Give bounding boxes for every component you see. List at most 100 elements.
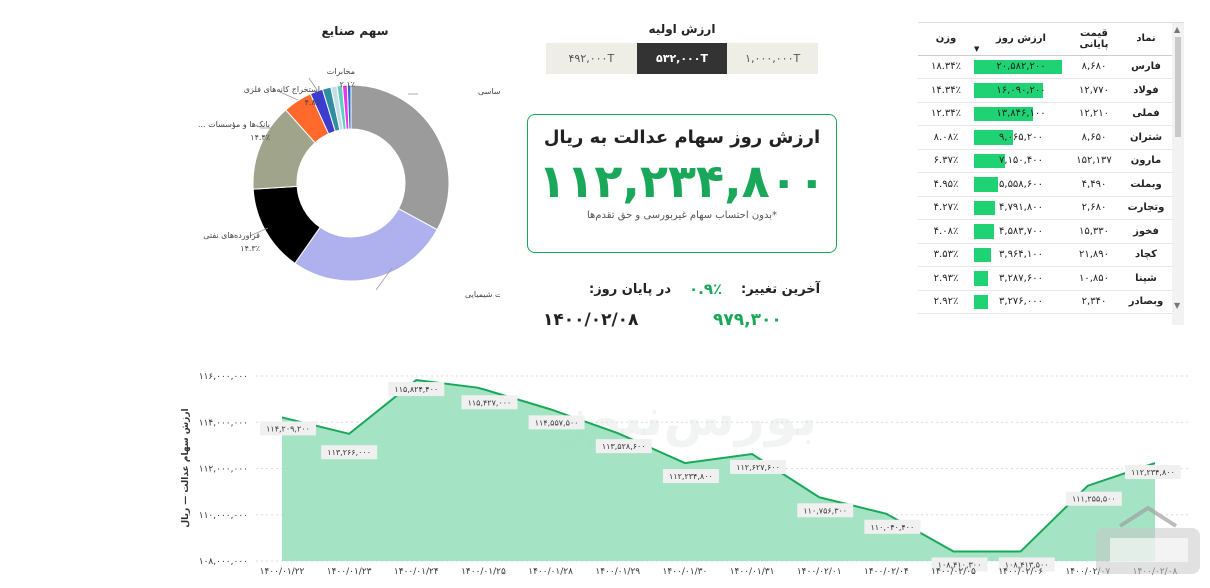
cell-final-price: ۱۵,۳۳۰ bbox=[1068, 219, 1120, 244]
pie-slice[interactable] bbox=[346, 84, 352, 130]
initial-value-title: ارزش اولیه bbox=[648, 22, 716, 36]
table-row[interactable]: کچاد ۲۱,۸۹۰ ۳,۹۶۴,۱۰۰ ۳.۵۳٪ bbox=[918, 243, 1172, 267]
data-label-text: ۱۰۸,۴۱۳,۵۰۰ bbox=[1005, 560, 1049, 569]
initial-value-options: ۴۹۲,۰۰۰T ۵۳۲,۰۰۰T ۱,۰۰۰,۰۰۰T bbox=[546, 43, 819, 74]
value-bar bbox=[974, 177, 998, 192]
header-weight[interactable]: وزن bbox=[918, 23, 974, 56]
cell-final-price: ۲۱,۸۹۰ bbox=[1068, 243, 1120, 267]
cell-final-price: ۴,۴۹۰ bbox=[1068, 172, 1120, 197]
cell-final-price: ۸,۶۸۰ bbox=[1068, 55, 1120, 79]
data-label-box bbox=[864, 519, 921, 534]
industry-pie-chart: ۳۲.۹٪ فلزات اساسی ۲۶.۸٪ محصولات شیمیایی فر… bbox=[198, 67, 500, 299]
table-row[interactable]: فولاد ۱۲,۷۷۰ ۱۶,۰۹۰,۲۰۰ ۱۴.۳۴٪ bbox=[918, 78, 1172, 103]
value-bar bbox=[974, 200, 995, 215]
cell-final-price: ۲,۳۴۰ bbox=[1068, 290, 1120, 314]
cell-final-price: ۱۲,۲۱۰ bbox=[1068, 102, 1120, 126]
cell-weight: ۲.۹۳٪ bbox=[918, 266, 974, 291]
cell-symbol: فخوز bbox=[1120, 219, 1172, 244]
data-label: ۱۱۲,۲۳۴,۸۰۰ bbox=[662, 469, 719, 484]
header-day-value[interactable]: ارزش روز ▼ bbox=[974, 23, 1068, 56]
cell-weight: ۲.۹۲٪ bbox=[918, 290, 974, 314]
scroll-down-icon[interactable]: ▼ bbox=[1174, 301, 1181, 310]
data-label: ۱۱۰,۰۴۰,۴۰۰ bbox=[864, 519, 921, 534]
pie-slice[interactable] bbox=[294, 208, 438, 282]
value-text: ۵,۵۵۸,۶۰۰ bbox=[999, 178, 1043, 190]
y-tick-label: ۱۰۸,۰۰۰,۰۰۰ bbox=[199, 557, 248, 567]
data-label-text: ۱۱۳,۵۲۸,۶۰۰ bbox=[602, 442, 646, 451]
industry-share-panel: ۳۲.۹٪ فلزات اساسی ۲۶.۸٪ محصولات شیمیایی فر… bbox=[180, 18, 500, 318]
value-text: ۹,۰۶۵,۲۰۰ bbox=[999, 131, 1043, 143]
data-label: ۱۱۳,۲۶۶,۰۰۰ bbox=[321, 445, 378, 460]
table-row[interactable]: وتجارت ۲,۶۸۰ ۴,۷۹۱,۸۰۰ ۴.۲۷٪ bbox=[918, 196, 1172, 220]
data-label-box bbox=[1125, 465, 1181, 480]
saed-news-logo bbox=[1096, 505, 1200, 574]
header-final-price[interactable]: قیمت پایانی bbox=[1068, 23, 1120, 56]
data-label: ۱۰۸,۴۱۳,۵۰۰ bbox=[998, 557, 1055, 572]
value-history-chart: ۱۰۸,۰۰۰,۰۰۰ ۱۱۰,۰۰۰,۰۰۰ ۱۱۲,۰۰۰,۰۰۰ ۱۱۴,۰۰۰… bbox=[181, 372, 1190, 577]
value-bar bbox=[974, 130, 1013, 145]
pie-slice-percent: ۱۴.۳٪ bbox=[240, 244, 260, 253]
table-scrollbar[interactable]: ▲ ▼ bbox=[1172, 23, 1184, 325]
x-tick-label: ۱۴۰۰/۰۱/۲۴ bbox=[394, 567, 439, 577]
data-label-box bbox=[662, 469, 719, 484]
last-change-label: آخرین تغییر: bbox=[741, 282, 821, 297]
table-row[interactable]: وبملت ۴,۴۹۰ ۵,۵۵۸,۶۰۰ ۴.۹۵٪ bbox=[918, 172, 1172, 197]
x-tick-label: ۱۴۰۰/۰۱/۲۹ bbox=[595, 567, 640, 577]
pie-slice-label: ۲۶.۸٪ محصولات شیمیایی bbox=[465, 290, 500, 299]
initial-option-532[interactable]: ۵۳۲,۰۰۰T bbox=[636, 43, 728, 74]
data-label-box bbox=[998, 557, 1055, 572]
cell-weight: ۴.۲۷٪ bbox=[918, 196, 974, 220]
data-label: ۱۰۸,۴۱۰,۳۰۰ bbox=[931, 557, 988, 572]
data-label-box bbox=[528, 415, 585, 430]
data-label: ۱۱۵,۸۲۴,۴۰۰ bbox=[388, 382, 445, 397]
cell-symbol: مارون bbox=[1120, 149, 1172, 173]
pie-slice-label: مخابرات bbox=[327, 67, 355, 76]
initial-option-492[interactable]: ۴۹۲,۰۰۰T bbox=[546, 43, 637, 74]
table-row[interactable]: وبصادر ۲,۳۴۰ ۳,۲۷۶,۰۰۰ ۲.۹۲٪ bbox=[918, 290, 1172, 314]
data-label-text: ۱۱۱,۲۵۵,۵۰۰ bbox=[1072, 495, 1116, 504]
value-text: ۲۰,۵۸۲,۲۰۰ bbox=[996, 61, 1046, 73]
value-bar bbox=[974, 59, 1063, 74]
value-text: ۴,۵۸۳,۷۰۰ bbox=[999, 225, 1043, 237]
x-tick-label: ۱۴۰۰/۰۱/۲۵ bbox=[461, 567, 506, 577]
sort-desc-icon: ▼ bbox=[974, 44, 980, 53]
x-tick-label: ۱۴۰۰/۰۱/۲۲ bbox=[260, 567, 305, 577]
cell-symbol: شپنا bbox=[1120, 266, 1172, 291]
cell-day-value: ۱۳,۸۴۶,۱۰۰ bbox=[974, 102, 1068, 126]
initial-option-1000[interactable]: ۱,۰۰۰,۰۰۰T bbox=[727, 43, 819, 74]
data-label-box bbox=[260, 421, 316, 436]
data-label-box bbox=[797, 503, 854, 518]
value-text: ۴,۷۹۱,۸۰۰ bbox=[999, 202, 1043, 214]
last-change-panel: آخرین تغییر: ۰.۹٪ در پایان روز: ۹۷۹,۳۰۰ … bbox=[527, 280, 837, 340]
data-label-text: ۱۱۴,۲۰۹,۲۰۰ bbox=[266, 424, 310, 433]
cell-symbol: وبصادر bbox=[1120, 290, 1172, 314]
end-of-day-label: در پایان روز: bbox=[589, 282, 672, 297]
y-tick-label: ۱۱۲,۰۰۰,۰۰۰ bbox=[199, 465, 248, 475]
table-row[interactable]: مارون ۱۵۲,۱۳۷ ۷,۱۵۰,۴۰۰ ۶.۳۷٪ bbox=[918, 149, 1172, 173]
cell-symbol: فملی bbox=[1120, 102, 1172, 126]
cell-final-price: ۱۵۲,۱۳۷ bbox=[1068, 149, 1120, 173]
x-tick-label: ۱۴۰۰/۰۲/۰۴ bbox=[864, 567, 909, 577]
scroll-up-icon[interactable]: ▲ bbox=[1174, 25, 1181, 34]
x-tick-label: ۱۴۰۰/۰۲/۰۵ bbox=[931, 567, 976, 577]
data-label-text: ۱۱۲,۲۳۴,۸۰۰ bbox=[1131, 468, 1175, 477]
cell-symbol: وتجارت bbox=[1120, 196, 1172, 220]
table-row[interactable]: فملی ۱۲,۲۱۰ ۱۳,۸۴۶,۱۰۰ ۱۲.۳۴٪ bbox=[918, 102, 1172, 126]
table-row[interactable]: فارس ۸,۶۸۰ ۲۰,۵۸۲,۲۰۰ ۱۸.۳۴٪ bbox=[918, 55, 1172, 79]
data-label: ۱۱۳,۵۲۸,۶۰۰ bbox=[595, 439, 652, 454]
value-text: ۱۳,۸۴۶,۱۰۰ bbox=[996, 108, 1046, 120]
cell-final-price: ۲,۶۸۰ bbox=[1068, 196, 1120, 220]
scroll-thumb[interactable] bbox=[1175, 37, 1181, 137]
table-row[interactable]: شتران ۸,۶۵۰ ۹,۰۶۵,۲۰۰ ۸.۰۸٪ bbox=[918, 125, 1172, 150]
data-label-text: ۱۱۰,۰۴۰,۴۰۰ bbox=[871, 523, 915, 532]
table-row[interactable]: شپنا ۱۰,۸۵۰ ۳,۲۸۷,۶۰۰ ۲.۹۳٪ bbox=[918, 266, 1172, 291]
data-label-text: ۱۱۴,۵۵۷,۵۰۰ bbox=[535, 418, 579, 427]
pie-slice-label: استخراج کانه‌های فلزی bbox=[244, 85, 320, 94]
cell-weight: ۸.۰۸٪ bbox=[918, 125, 974, 150]
data-label-text: ۱۱۳,۲۶۶,۰۰۰ bbox=[327, 448, 371, 457]
value-bar bbox=[974, 271, 989, 286]
data-label-box bbox=[388, 382, 445, 397]
table-row[interactable]: فخوز ۱۵,۳۳۰ ۴,۵۸۳,۷۰۰ ۴.۰۸٪ bbox=[918, 219, 1172, 244]
pie-slice[interactable] bbox=[350, 84, 450, 231]
header-symbol[interactable]: نماد bbox=[1120, 23, 1172, 56]
